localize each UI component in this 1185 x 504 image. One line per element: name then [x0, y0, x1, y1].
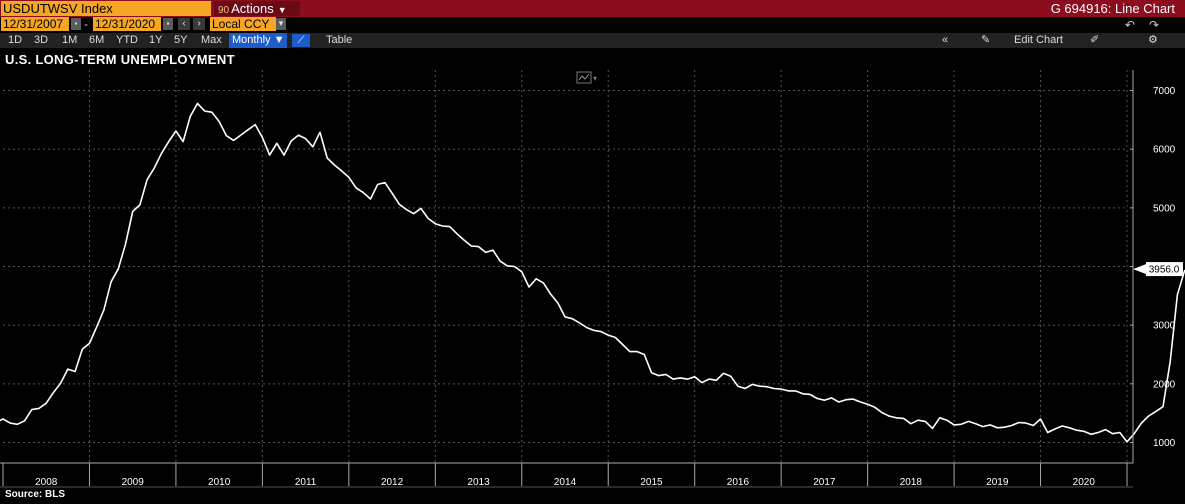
y-tick-label: 3000: [1153, 321, 1176, 332]
actions-number: 90: [218, 5, 230, 16]
actions-menu-button[interactable]: 90 Actions ▼: [214, 1, 300, 16]
x-tick-label: 2017: [813, 477, 836, 488]
calendar-icon[interactable]: ▪: [163, 18, 173, 30]
x-tick-label: 2015: [640, 477, 663, 488]
period-button-6m[interactable]: 6M: [89, 34, 105, 46]
chart-title: U.S. LONG-TERM UNEMPLOYMENT: [5, 52, 235, 67]
x-tick-label: 2019: [986, 477, 1009, 488]
line-chart-icon[interactable]: ⟋: [292, 34, 310, 47]
x-tick-label: 2013: [467, 477, 490, 488]
table-button[interactable]: Table: [326, 34, 353, 46]
pencil-icon[interactable]: ✎: [981, 34, 991, 46]
x-tick-label: 2009: [122, 477, 145, 488]
x-tick-label: 2008: [35, 477, 58, 488]
page-id: G 694916: Line Chart: [1050, 1, 1175, 16]
period-button-ytd[interactable]: YTD: [116, 34, 138, 46]
x-tick-label: 2010: [208, 477, 231, 488]
last-value-label: 3956.0: [1149, 265, 1180, 276]
period-button-1d[interactable]: 1D: [8, 34, 23, 46]
period-button-1m[interactable]: 1M: [62, 34, 78, 46]
y-tick-label: 7000: [1153, 86, 1176, 97]
chevron-right-icon[interactable]: ›: [193, 18, 205, 30]
chevron-down-icon[interactable]: ▼: [276, 18, 286, 30]
source-note: Source: BLS: [5, 489, 66, 500]
x-tick-label: 2012: [381, 477, 404, 488]
collapse-icon[interactable]: «: [942, 34, 949, 46]
y-tick-label: 1000: [1153, 438, 1176, 449]
gear-icon[interactable]: ⚙: [1148, 34, 1158, 46]
edit-chart-button[interactable]: Edit Chart: [1014, 34, 1063, 46]
period-button-1y[interactable]: 1Y: [149, 34, 163, 46]
x-tick-label: 2018: [900, 477, 923, 488]
last-value-pointer: [1133, 264, 1146, 275]
start-date-field[interactable]: 12/31/2007: [1, 17, 69, 31]
y-tick-label: 6000: [1153, 145, 1176, 156]
y-tick-label: 5000: [1153, 203, 1176, 214]
x-tick-label: 2014: [554, 477, 577, 488]
last-value-box: [1146, 262, 1183, 277]
chevron-down-icon: ▼: [277, 5, 287, 15]
date-range-bar: 12/31/2007 ▪ - 12/31/2020 ▪ ‹ › Local CC…: [0, 17, 1185, 32]
currency-field[interactable]: Local CCY: [210, 17, 276, 31]
period-toolbar: 1D 3D 1M 6M YTD 1Y 5Y Max Monthly ▼ ⟋ Table « ✎ …: [0, 33, 1185, 48]
end-date-field[interactable]: 12/31/2020: [93, 17, 161, 31]
date-separator: -: [84, 17, 88, 31]
ticker-input[interactable]: USDUTWSV Index: [1, 1, 211, 16]
period-button-monthly[interactable]: Monthly ▼: [229, 33, 288, 48]
period-button-5y[interactable]: 5Y: [174, 34, 188, 46]
y-tick-label: 2000: [1153, 379, 1176, 390]
undo-redo-icons[interactable]: ↶↷: [1124, 18, 1173, 32]
actions-label: Actions: [231, 1, 274, 16]
series-line: [0, 102, 1185, 443]
calendar-icon[interactable]: ▪: [71, 18, 81, 30]
svg-text:▾: ▾: [593, 74, 597, 83]
x-tick-label: 2020: [1073, 477, 1096, 488]
x-tick-label: 2011: [295, 477, 317, 488]
period-button-3d[interactable]: 3D: [34, 34, 49, 46]
edit-icon[interactable]: ✐: [1090, 34, 1100, 46]
chart-type-icon[interactable]: ▾: [576, 71, 597, 84]
chevron-left-icon[interactable]: ‹: [178, 18, 190, 30]
title-bar: USDUTWSV Index 90 Actions ▼ G 694916: Line…: [0, 0, 1185, 17]
x-tick-label: 2016: [727, 477, 750, 488]
period-button-max[interactable]: Max: [201, 34, 222, 46]
